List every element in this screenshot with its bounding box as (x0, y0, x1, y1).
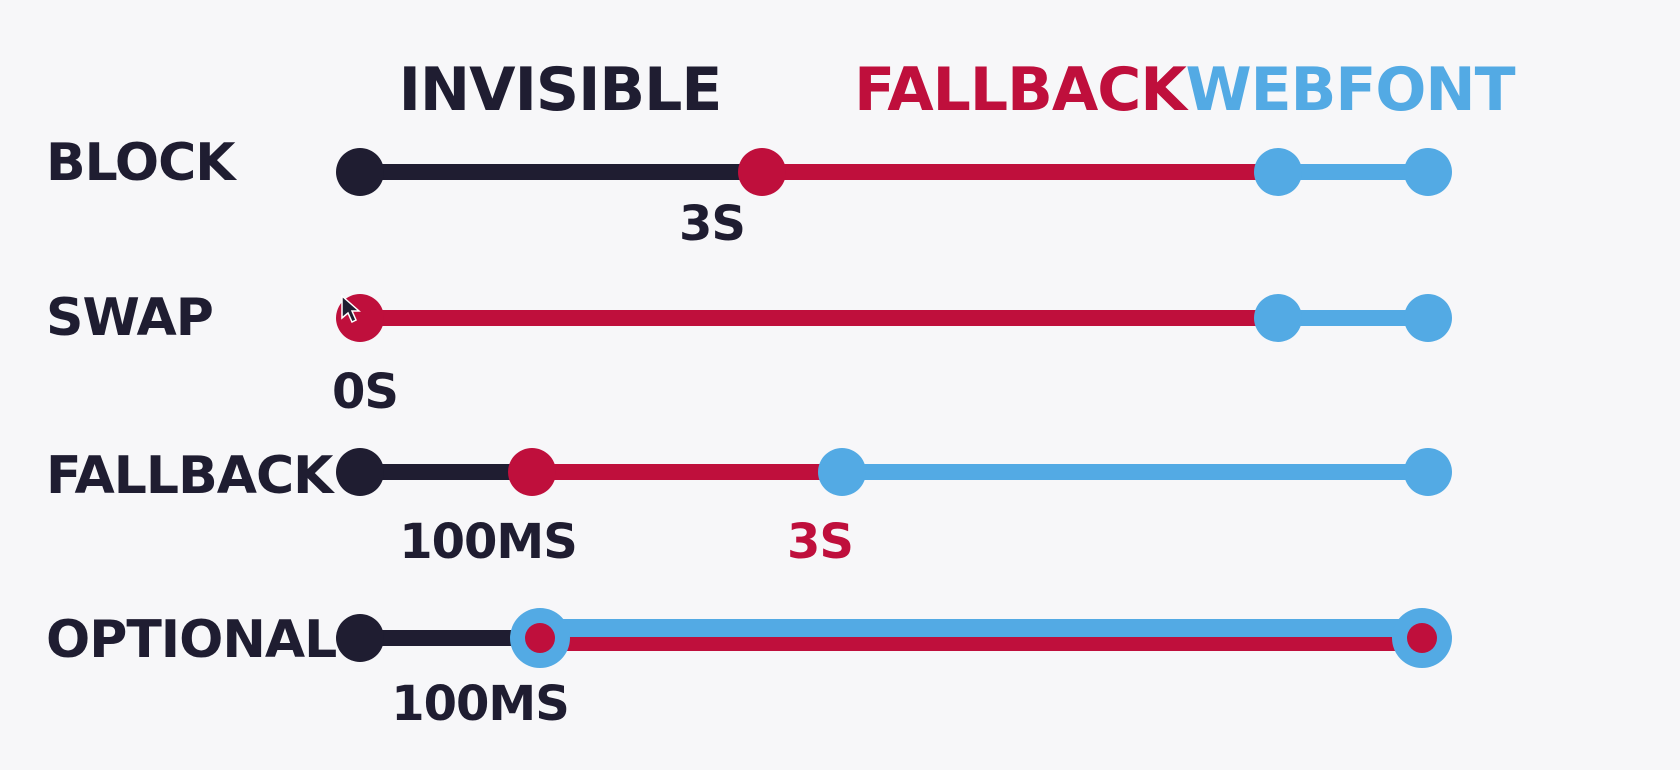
marker-0s: 0S (332, 364, 398, 420)
legend-invisible: INVISIBLE (399, 55, 722, 125)
row-label-block: BLOCK (46, 133, 237, 193)
marker-3s: 3S (679, 196, 745, 252)
fallback-dot (508, 448, 556, 496)
start-dot (336, 448, 384, 496)
webfont-dot (1254, 148, 1302, 196)
marker-3s: 3S (787, 514, 853, 570)
cursor-icon (341, 294, 361, 324)
row-label-fallback: FALLBACK (46, 446, 335, 506)
end-dot (1404, 148, 1452, 196)
start-dot (336, 148, 384, 196)
row-label-swap: SWAP (46, 288, 213, 348)
start-dot (336, 614, 384, 662)
end-dot (1407, 623, 1437, 653)
end-dot (1404, 294, 1452, 342)
timeline-fallback: 100MS 3S (336, 448, 1452, 570)
row-label-optional: OPTIONAL (46, 610, 336, 670)
end-dot (1404, 448, 1452, 496)
timeline-swap: 0S (332, 294, 1452, 420)
legend-fallback: FALLBACK (854, 55, 1189, 125)
timeline-block: 3S (336, 148, 1452, 252)
fallback-dot (738, 148, 786, 196)
webfont-dot (1254, 294, 1302, 342)
legend-webfont: WEBFONT (1185, 55, 1515, 125)
marker-100ms: 100MS (399, 514, 577, 570)
timeline-optional: 100MS (336, 608, 1452, 732)
marker-100ms: 100MS (391, 676, 569, 732)
webfont-dot (818, 448, 866, 496)
fallback-dot (525, 623, 555, 653)
